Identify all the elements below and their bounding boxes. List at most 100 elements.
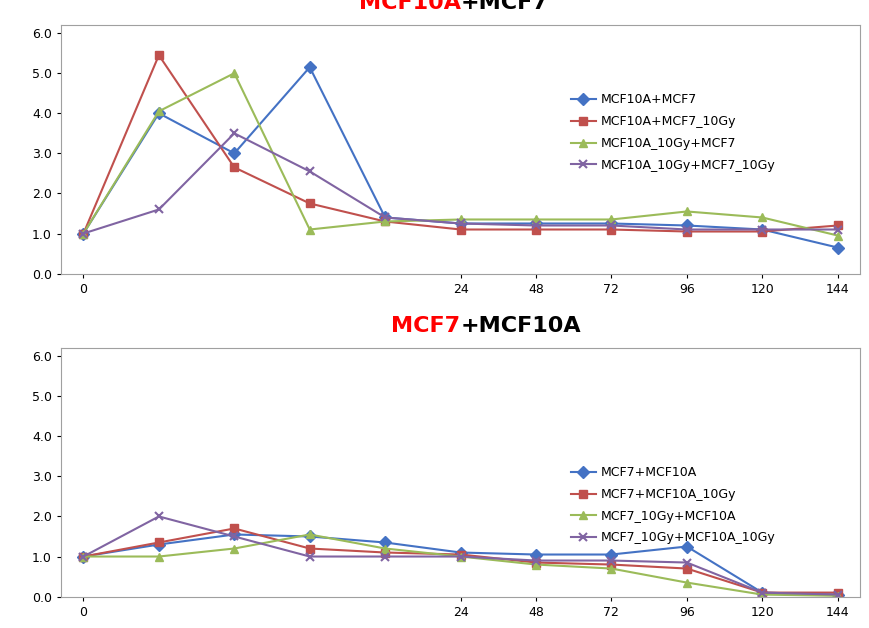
MCF7_10Gy+MCF10A_10Gy [607, 557, 617, 565]
MCF10A_10Gy+MCF7 [531, 216, 541, 224]
MCF7+MCF10A [833, 591, 843, 598]
MCF10A_10Gy+MCF7_10Gy [229, 129, 240, 137]
MCF10A+MCF7_10Gy [681, 228, 692, 236]
MCF10A_10Gy+MCF7_10Gy [681, 225, 692, 233]
MCF10A+MCF7_10Gy [455, 225, 466, 233]
Line: MCF10A+MCF7_10Gy: MCF10A+MCF7_10Gy [79, 51, 842, 237]
MCF7_10Gy+MCF10A_10Gy [681, 559, 692, 566]
Line: MCF10A_10Gy+MCF7_10Gy: MCF10A_10Gy+MCF7_10Gy [79, 129, 842, 237]
MCF7+MCF10A [757, 589, 767, 597]
Line: MCF7_10Gy+MCF10A_10Gy: MCF7_10Gy+MCF10A_10Gy [79, 512, 842, 598]
MCF7_10Gy+MCF10A_10Gy [833, 591, 843, 598]
MCF10A+MCF7_10Gy [304, 200, 315, 207]
MCF10A+MCF7 [78, 230, 89, 237]
MCF10A+MCF7_10Gy [833, 222, 843, 229]
MCF7+MCF10A_10Gy [833, 589, 843, 597]
MCF7+MCF10A [154, 541, 164, 548]
MCF7_10Gy+MCF10A_10Gy [154, 512, 164, 520]
MCF10A_10Gy+MCF7 [380, 218, 390, 225]
MCF10A_10Gy+MCF7_10Gy [380, 214, 390, 221]
Text: +MCF10A: +MCF10A [461, 316, 581, 336]
MCF10A+MCF7_10Gy [78, 230, 89, 237]
MCF10A+MCF7_10Gy [607, 225, 617, 233]
Line: MCF10A+MCF7: MCF10A+MCF7 [79, 63, 842, 252]
MCF7+MCF10A_10Gy [607, 561, 617, 568]
MCF10A_10Gy+MCF7_10Gy [757, 225, 767, 233]
MCF7_10Gy+MCF10A_10Gy [380, 553, 390, 560]
MCF7+MCF10A_10Gy [154, 539, 164, 546]
MCF10A+MCF7 [455, 220, 466, 227]
MCF10A_10Gy+MCF7_10Gy [78, 230, 89, 237]
MCF10A_10Gy+MCF7_10Gy [455, 220, 466, 227]
Text: MCF10A: MCF10A [359, 0, 461, 13]
Text: MCF7: MCF7 [391, 316, 461, 336]
MCF10A_10Gy+MCF7_10Gy [304, 168, 315, 175]
MCF10A+MCF7_10Gy [757, 228, 767, 236]
MCF7+MCF10A_10Gy [229, 525, 240, 533]
MCF7_10Gy+MCF10A [304, 531, 315, 538]
MCF7+MCF10A [229, 531, 240, 538]
MCF7_10Gy+MCF10A [380, 544, 390, 552]
MCF10A_10Gy+MCF7 [607, 216, 617, 224]
MCF7_10Gy+MCF10A [757, 591, 767, 598]
MCF10A+MCF7_10Gy [531, 225, 541, 233]
Line: MCF7+MCF10A_10Gy: MCF7+MCF10A_10Gy [79, 524, 842, 597]
MCF10A+MCF7_10Gy [229, 164, 240, 171]
MCF7+MCF10A_10Gy [380, 549, 390, 556]
MCF10A+MCF7 [229, 149, 240, 157]
MCF7_10Gy+MCF10A_10Gy [531, 557, 541, 565]
MCF7_10Gy+MCF10A [455, 553, 466, 560]
MCF10A+MCF7 [304, 63, 315, 71]
MCF7+MCF10A [681, 543, 692, 550]
MCF10A+MCF7 [757, 225, 767, 233]
Line: MCF7_10Gy+MCF10A: MCF7_10Gy+MCF10A [79, 530, 842, 600]
MCF10A+MCF7 [380, 214, 390, 221]
MCF10A+MCF7 [833, 244, 843, 251]
Legend: MCF7+MCF10A, MCF7+MCF10A_10Gy, MCF7_10Gy+MCF10A, MCF7_10Gy+MCF10A_10Gy: MCF7+MCF10A, MCF7+MCF10A_10Gy, MCF7_10Gy… [571, 466, 775, 544]
MCF10A_10Gy+MCF7 [78, 230, 89, 237]
MCF7+MCF10A_10Gy [455, 551, 466, 558]
MCF7+MCF10A [455, 549, 466, 556]
MCF10A_10Gy+MCF7_10Gy [607, 222, 617, 229]
MCF7+MCF10A [78, 553, 89, 560]
MCF10A_10Gy+MCF7_10Gy [833, 225, 843, 233]
MCF7+MCF10A [304, 533, 315, 540]
MCF7_10Gy+MCF10A [833, 592, 843, 600]
MCF7+MCF10A_10Gy [304, 544, 315, 552]
MCF10A_10Gy+MCF7 [757, 214, 767, 221]
MCF7_10Gy+MCF10A_10Gy [455, 553, 466, 560]
MCF10A_10Gy+MCF7 [455, 216, 466, 224]
MCF10A_10Gy+MCF7 [681, 208, 692, 215]
Line: MCF7+MCF10A: MCF7+MCF10A [79, 530, 842, 598]
MCF10A+MCF7 [154, 109, 164, 117]
MCF7+MCF10A [607, 551, 617, 558]
MCF10A+MCF7_10Gy [154, 51, 164, 59]
MCF10A_10Gy+MCF7 [833, 232, 843, 239]
MCF10A_10Gy+MCF7 [154, 107, 164, 115]
MCF7_10Gy+MCF10A [531, 561, 541, 568]
MCF7+MCF10A_10Gy [78, 553, 89, 560]
MCF7_10Gy+MCF10A_10Gy [757, 589, 767, 597]
MCF7_10Gy+MCF10A_10Gy [304, 553, 315, 560]
MCF7+MCF10A_10Gy [681, 565, 692, 572]
Line: MCF10A_10Gy+MCF7: MCF10A_10Gy+MCF7 [79, 69, 842, 240]
MCF7_10Gy+MCF10A [78, 553, 89, 560]
MCF7_10Gy+MCF10A [607, 565, 617, 572]
MCF7_10Gy+MCF10A_10Gy [78, 553, 89, 560]
MCF10A_10Gy+MCF7 [304, 225, 315, 233]
MCF7_10Gy+MCF10A_10Gy [229, 533, 240, 540]
MCF7+MCF10A_10Gy [757, 589, 767, 597]
MCF10A+MCF7 [531, 220, 541, 227]
Text: +MCF7: +MCF7 [461, 0, 548, 13]
Legend: MCF10A+MCF7, MCF10A+MCF7_10Gy, MCF10A_10Gy+MCF7, MCF10A_10Gy+MCF7_10Gy: MCF10A+MCF7, MCF10A+MCF7_10Gy, MCF10A_10… [571, 94, 775, 171]
MCF7+MCF10A [380, 539, 390, 546]
MCF7+MCF10A_10Gy [531, 559, 541, 566]
MCF10A_10Gy+MCF7_10Gy [154, 206, 164, 214]
MCF10A_10Gy+MCF7_10Gy [531, 222, 541, 229]
MCF7_10Gy+MCF10A [154, 553, 164, 560]
MCF10A+MCF7 [681, 222, 692, 229]
MCF7+MCF10A [531, 551, 541, 558]
MCF10A+MCF7 [607, 220, 617, 227]
MCF7_10Gy+MCF10A [681, 579, 692, 587]
MCF10A_10Gy+MCF7 [229, 70, 240, 77]
